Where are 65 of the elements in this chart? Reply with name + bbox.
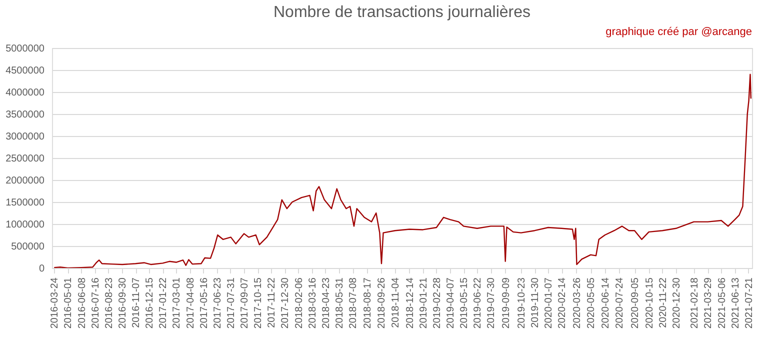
x-tick-label: 2020-11-22 (658, 277, 669, 328)
y-tick-label: 2000000 (6, 176, 45, 186)
x-tick-label: 2018-07-08 (348, 277, 360, 329)
x-tick-label: 2016-12-15 (144, 277, 156, 329)
x-tick-label: 2017-04-08 (185, 277, 196, 329)
y-tick-label: 3000000 (6, 132, 45, 142)
y-tick-label: 2500000 (6, 154, 45, 164)
x-tick-label: 2020-06-14 (600, 277, 612, 329)
x-tick-label: 2021-03-29 (703, 277, 714, 329)
x-tick-label: 2017-06-23 (212, 277, 224, 329)
x-tick-label: 2016-08-23 (104, 277, 115, 329)
x-tick-label: 2020-02-14 (557, 277, 568, 329)
x-tick-label: 2020-01-07 (544, 277, 555, 329)
x-tick-label: 2019-06-22 (472, 277, 484, 329)
x-tick-label: 2019-04-07 (446, 277, 457, 329)
x-tick-label: 2016-07-16 (90, 277, 102, 329)
x-tick-label: 2016-03-24 (50, 277, 61, 329)
x-tick-label: 2018-03-16 (307, 277, 318, 329)
x-tick-label: 2018-09-26 (376, 277, 388, 329)
x-tick-label: 2018-12-14 (404, 277, 416, 329)
x-tick-label: 2018-08-17 (362, 277, 374, 329)
x-tick-label: 2016-05-01 (63, 277, 74, 329)
x-tick-label: 2016-09-30 (117, 277, 128, 329)
x-tick-label: 2017-09-07 (240, 277, 251, 329)
x-tick-label: 2018-11-04 (390, 277, 402, 328)
x-tick-label: 2017-01-22 (158, 277, 170, 329)
x-tick-label: 2017-03-01 (172, 277, 183, 329)
x-tick-label: 2018-04-23 (320, 277, 332, 329)
x-tick-label: 2019-11-30 (530, 277, 542, 328)
x-tick-label: 2017-07-31 (226, 277, 237, 329)
chart-title: Nombre de transactions journalières (273, 4, 531, 21)
x-tick-label: 2016-06-08 (76, 277, 88, 329)
y-tick-label: 3500000 (6, 110, 45, 120)
y-tick-label: 1000000 (6, 220, 45, 230)
x-tick-label: 2021-05-06 (716, 277, 728, 329)
x-tick-label: 2019-09-09 (500, 277, 512, 329)
y-tick-label: 1500000 (6, 198, 45, 208)
x-tick-label: 2017-05-16 (198, 277, 210, 329)
x-tick-label: 2020-10-15 (644, 277, 656, 329)
line-series (54, 74, 752, 268)
y-tick-label: 4500000 (6, 66, 45, 76)
x-tick-label: 2021-07-21 (744, 277, 755, 329)
x-tick-label: 2017-11-22 (266, 277, 278, 328)
x-tick-label: 2019-01-21 (418, 277, 430, 329)
y-tick-label: 4000000 (6, 88, 45, 98)
x-tick-label: 2020-12-30 (671, 277, 682, 329)
y-tick-label: 0 (38, 264, 45, 274)
x-tick-label: 2020-03-26 (572, 277, 583, 329)
x-tick-label: 2021-06-13 (730, 277, 742, 329)
x-tick-label: 2020-09-05 (630, 277, 642, 329)
x-tick-label: 2019-05-15 (459, 277, 470, 329)
y-tick-label: 5000000 (6, 44, 45, 54)
x-tick-label: 2020-05-05 (586, 277, 598, 329)
text: graphique créé par @arcange (606, 26, 752, 38)
x-tick-label: 2019-10-23 (516, 277, 528, 329)
x-tick-label: 2021-02-18 (689, 277, 700, 329)
x-tick-label: 2017-10-15 (253, 277, 264, 329)
x-tick-label: 2018-02-06 (294, 277, 305, 329)
x-tick-label: 2017-12-30 (280, 277, 292, 329)
y-tick-label: 500000 (11, 242, 45, 252)
x-tick-label: 2020-07-24 (614, 277, 626, 329)
x-tick-label: 2019-02-28 (432, 277, 443, 329)
x-tick-label: 2016-11-07 (131, 277, 142, 328)
x-tick-label: 2018-05-31 (334, 277, 346, 329)
x-tick-label: 2019-07-30 (486, 277, 498, 329)
